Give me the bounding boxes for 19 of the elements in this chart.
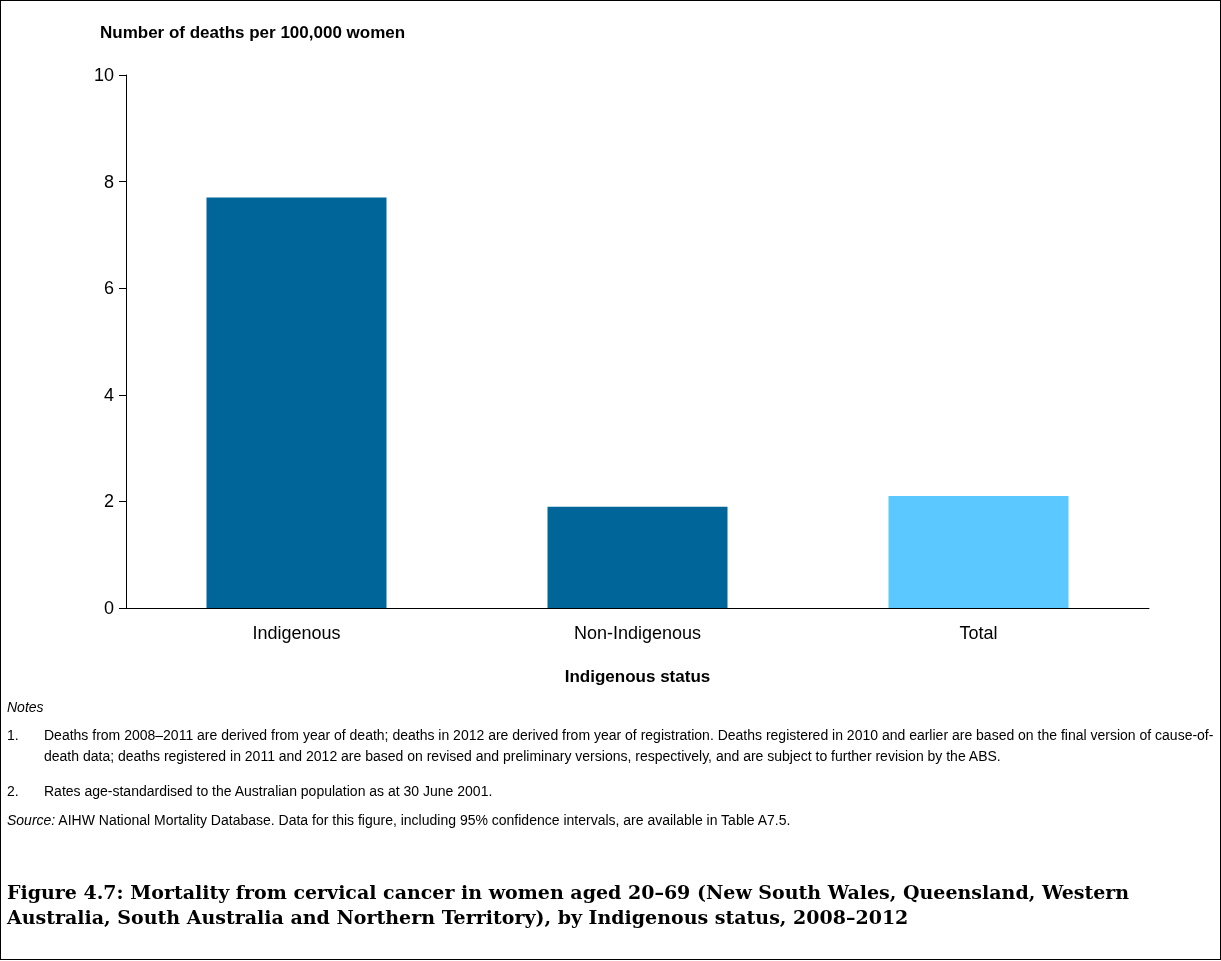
y-tick-label: 8: [103, 171, 114, 192]
y-axis-title: Number of deaths per 100,000 women: [100, 23, 406, 42]
x-tick-label: Non-Indigenous: [573, 623, 702, 643]
text: 2. Rates age-standardised to the Australian population as at 30 June 2001.: [7, 783, 493, 799]
x-axis-title: Indigenous status: [564, 667, 711, 686]
y-tick-label: 4: [103, 384, 114, 405]
x-tick-label: Total: [959, 623, 998, 643]
source-note: Source: AIHW National Mortality Database. Data for this figure, including 95% confidence intervals, are available in Table A7.5.: [7, 811, 791, 830]
x-tick-label: Indigenous: [252, 623, 341, 643]
text: 1. Deaths from 2008–2011 are derived from year of death; deaths in 2012 are derived from year of registration. Deaths registered in 2010 and earlier are based on the final version of cause-of-death data; deaths registered in 2011 and 2012 are based on revised and preliminary versions, respectively, and are subject to further revision by the ABS.: [7, 727, 1214, 764]
text: Notes: [7, 698, 44, 717]
bar: [888, 496, 1069, 608]
y-tick-label: 10: [93, 65, 114, 85]
y-tick-label: 0: [103, 598, 114, 618]
bar: [547, 506, 728, 608]
text: Figure 4.7: Mortality from cervical cancer in women aged 20–69 (New South Wales, Queensland, Western Australia, South Australia and Northern Territory), by Indigenous status, 2008–2012: [7, 880, 1131, 930]
bar: [206, 197, 387, 608]
y-tick-label: 6: [103, 278, 114, 299]
y-tick-label: 2: [103, 491, 114, 512]
